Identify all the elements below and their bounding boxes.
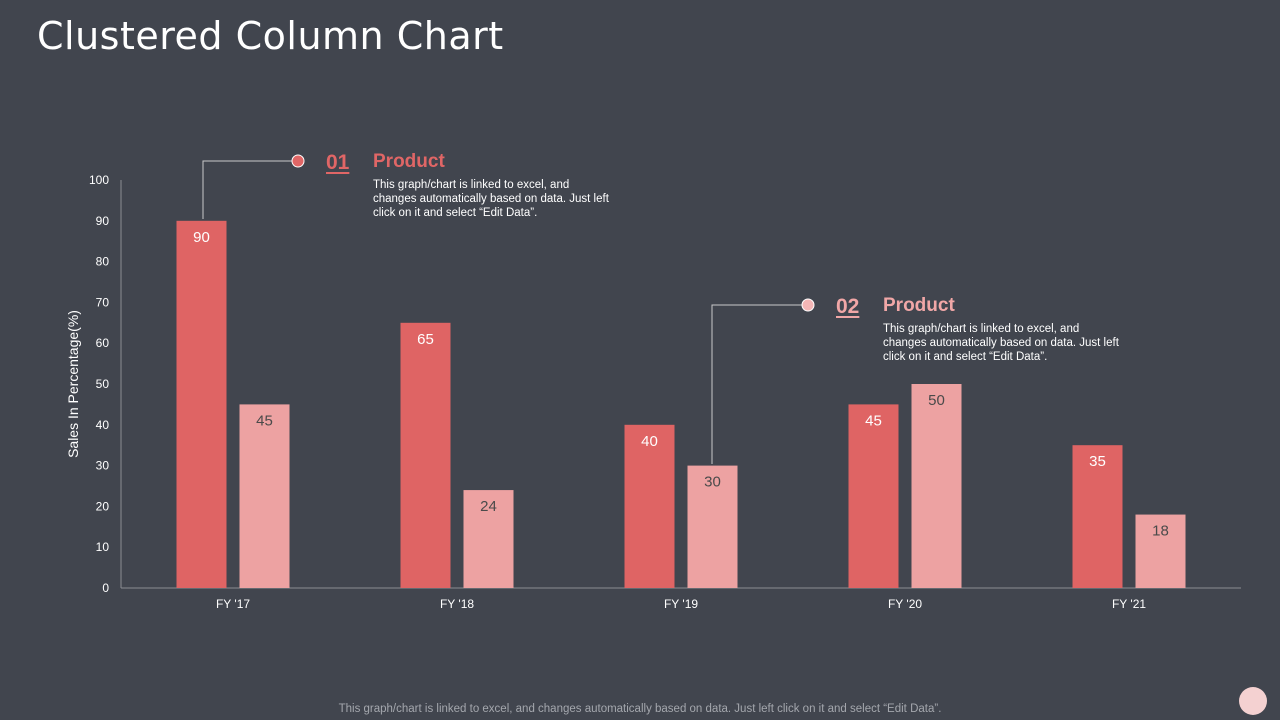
bar-series2-3 bbox=[687, 465, 738, 588]
y-tick-label: 50 bbox=[96, 377, 110, 391]
bar-series1-2 bbox=[400, 322, 451, 588]
y-tick-label: 100 bbox=[89, 173, 109, 187]
y-tick-label: 0 bbox=[102, 581, 109, 595]
annotation-02-number: 02 bbox=[836, 295, 860, 318]
annotation-01-description: This graph/chart is linked to excel, and… bbox=[373, 179, 609, 219]
data-label: 40 bbox=[641, 433, 658, 450]
bar-series2-5 bbox=[1135, 514, 1186, 588]
annotation-connectors bbox=[202, 154, 815, 464]
bar-series1-1 bbox=[176, 220, 227, 589]
data-label: 90 bbox=[193, 229, 210, 246]
data-label: 45 bbox=[256, 412, 273, 429]
corner-decoration bbox=[1239, 687, 1267, 715]
bar-series2-4 bbox=[911, 384, 962, 588]
x-tick-label: FY '20 bbox=[888, 597, 922, 611]
annotation-01-number: 01 bbox=[326, 151, 350, 174]
chart-bars bbox=[176, 220, 1186, 589]
annotation-01-marker bbox=[291, 154, 305, 168]
data-label: 18 bbox=[1152, 523, 1169, 540]
bar-series1-5 bbox=[1072, 445, 1123, 588]
y-tick-label: 70 bbox=[96, 295, 110, 309]
bar-series2-2 bbox=[463, 490, 514, 588]
data-label: 30 bbox=[704, 474, 721, 491]
chart-axes: 0 10 20 30 40 50 60 70 80 90 100 Sales In Percentag… bbox=[65, 173, 1241, 595]
data-label: 65 bbox=[417, 331, 434, 348]
x-tick-label: FY '19 bbox=[664, 597, 698, 611]
data-label: 45 bbox=[865, 412, 882, 429]
annotation-01-title: Product bbox=[373, 151, 445, 172]
bar-series1-4 bbox=[848, 404, 899, 588]
annotation-02-marker bbox=[801, 298, 815, 312]
y-tick-label: 90 bbox=[96, 214, 110, 228]
data-label: 50 bbox=[928, 392, 945, 409]
annotation-02-description: This graph/chart is linked to excel, and… bbox=[883, 323, 1119, 363]
data-label: 35 bbox=[1089, 453, 1106, 470]
data-label: 24 bbox=[480, 498, 497, 515]
x-tick-label: FY '17 bbox=[216, 597, 250, 611]
y-tick-label: 30 bbox=[96, 459, 110, 473]
y-tick-label: 20 bbox=[96, 499, 110, 513]
footer-note: This graph/chart is linked to excel, and… bbox=[338, 703, 942, 715]
annotation-02-connector bbox=[711, 304, 807, 464]
annotation-02-title: Product bbox=[883, 295, 955, 316]
y-tick-label: 40 bbox=[96, 418, 110, 432]
y-tick-label: 10 bbox=[96, 540, 110, 554]
bar-series2-1 bbox=[239, 404, 290, 588]
bar-series1-3 bbox=[624, 424, 675, 588]
x-tick-label: FY '21 bbox=[1112, 597, 1146, 611]
y-axis-label: Sales In Percentage(%) bbox=[65, 310, 81, 458]
chart-labels: 90 45 FY '17 65 24 FY '18 40 30 FY '19 45 50 FY '20… bbox=[193, 229, 1169, 611]
x-tick-label: FY '18 bbox=[440, 597, 474, 611]
y-tick-label: 60 bbox=[96, 336, 110, 350]
annotation-01-connector bbox=[202, 160, 297, 219]
page-title: Clustered Column Chart bbox=[37, 14, 504, 58]
y-tick-label: 80 bbox=[96, 255, 110, 269]
